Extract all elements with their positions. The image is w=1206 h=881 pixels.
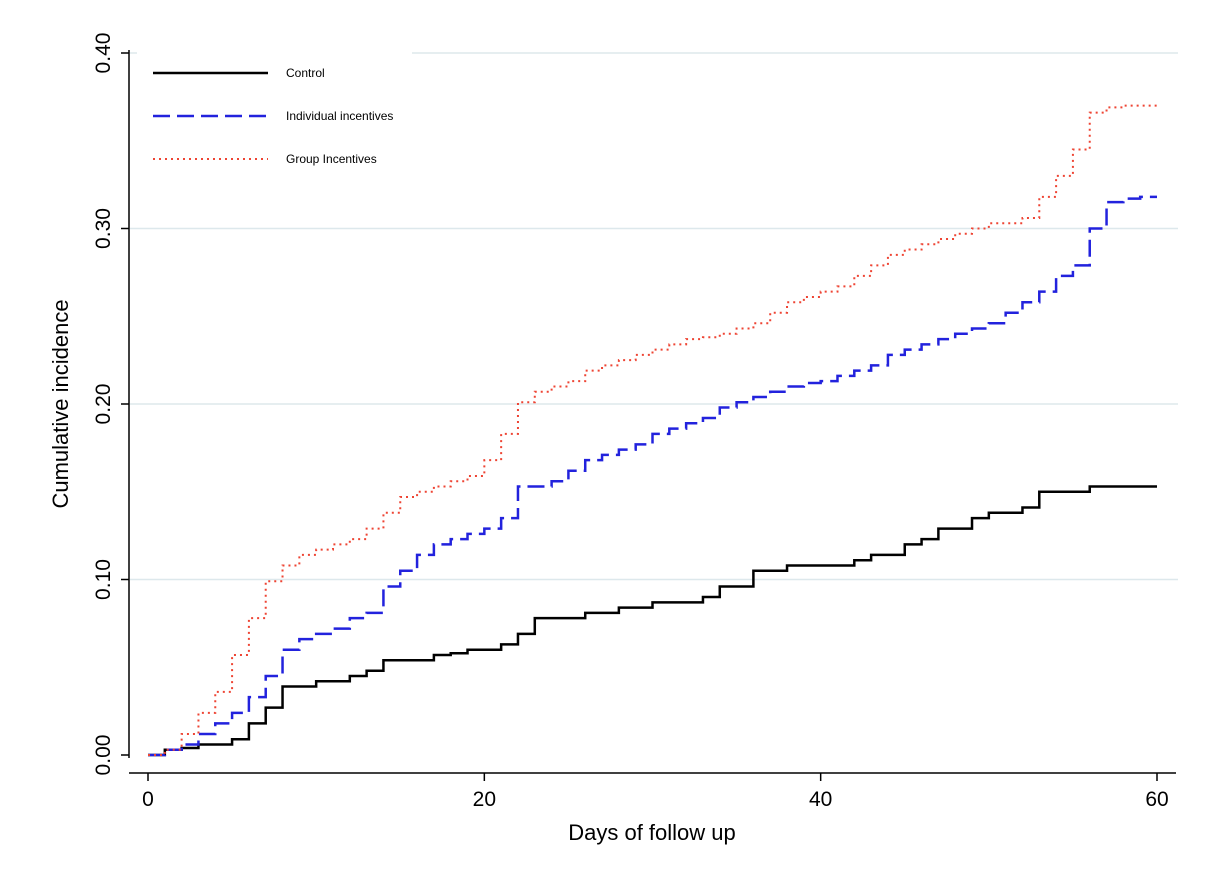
x-tick-label: 20 bbox=[473, 788, 496, 811]
legend-label: Control bbox=[286, 66, 325, 80]
series-line-individual-incentives bbox=[148, 195, 1157, 757]
y-tick-label: 0.30 bbox=[92, 208, 115, 249]
y-axis-title: Cumulative incidence bbox=[48, 299, 73, 508]
x-axis-title: Days of follow up bbox=[568, 820, 736, 845]
x-tick-label: 0 bbox=[142, 788, 154, 811]
series-layer bbox=[148, 104, 1157, 757]
y-tick-label: 0.40 bbox=[92, 33, 115, 74]
y-tick-label: 0.20 bbox=[92, 384, 115, 425]
axes: 0.00 0.10 0.20 0.30 0.40 0 20 40 60 bbox=[92, 33, 1176, 811]
y-tick-label: 0.00 bbox=[92, 735, 115, 776]
series-line-group-incentives bbox=[148, 104, 1157, 756]
series-line-control bbox=[148, 485, 1157, 757]
y-tick-label: 0.10 bbox=[92, 559, 115, 600]
legend-label: Group Incentives bbox=[286, 152, 377, 166]
legend-label: Individual incentives bbox=[286, 109, 393, 123]
legend: Control Individual incentives Group Incent… bbox=[137, 52, 412, 180]
x-tick-label: 60 bbox=[1145, 788, 1168, 811]
x-tick-label: 40 bbox=[809, 788, 832, 811]
